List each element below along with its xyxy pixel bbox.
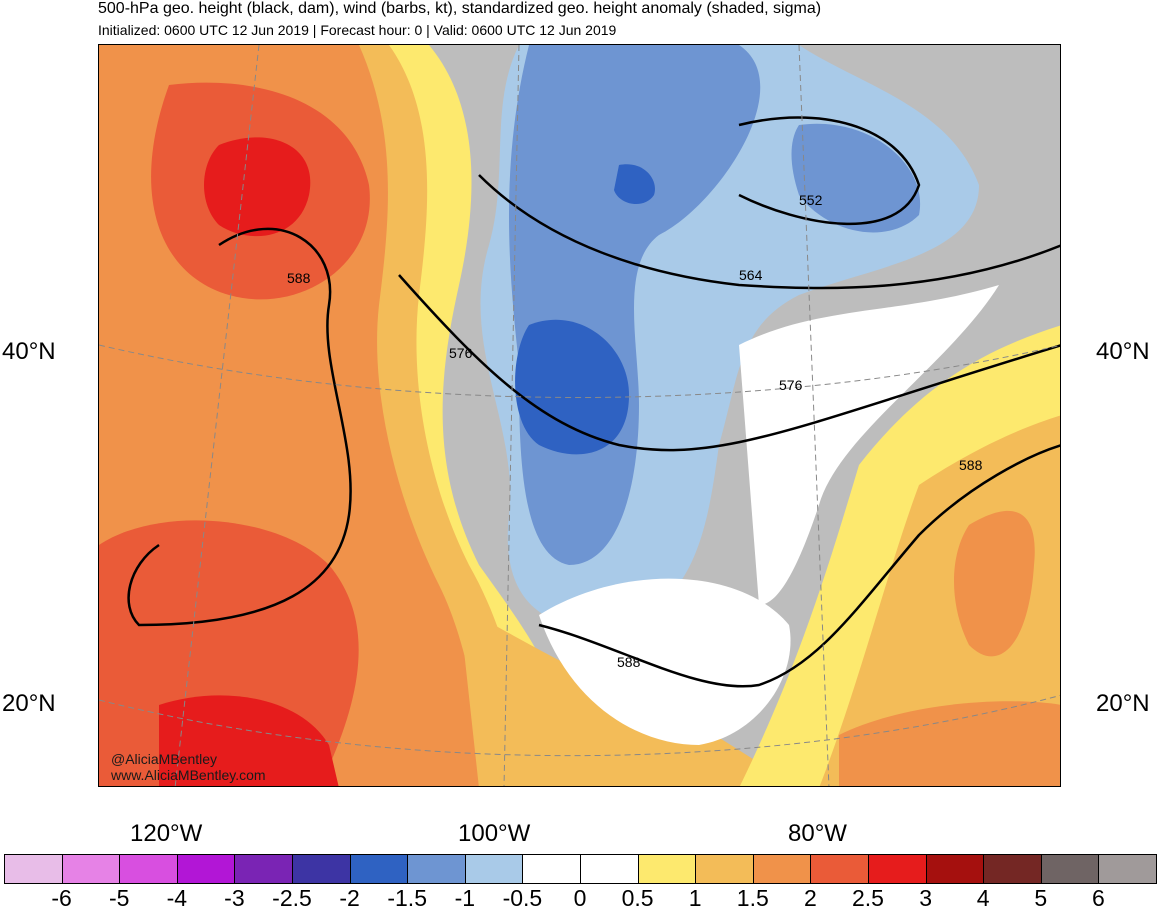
lon-label-120w: 120°W	[130, 820, 203, 847]
colorbar-box	[752, 854, 812, 884]
positive-anomaly-nw-peak	[204, 137, 311, 237]
negative-anomaly-strong	[515, 319, 629, 455]
contour-label-588-west: 588	[287, 270, 311, 286]
colorbar-box	[522, 854, 581, 884]
anomaly-map: 552 564 576 576 588 588 588	[99, 45, 1060, 786]
colorbar-box	[292, 854, 351, 884]
neutral-gulf	[539, 578, 791, 745]
colorbar-box	[407, 854, 466, 884]
chart-subtitle: Initialized: 0600 UTC 12 Jun 2019 | Fore…	[98, 22, 617, 38]
colorbar-box	[580, 854, 639, 884]
graticule-100W	[503, 45, 520, 786]
colorbar-box	[1098, 854, 1157, 884]
colorbar-tick-label: 2.5	[852, 885, 884, 911]
colorbar-tick-label: -2.5	[272, 885, 312, 911]
colorbar-tick-label: 1	[688, 885, 702, 911]
colorbar-box	[868, 854, 927, 884]
graticule-40N	[99, 344, 1060, 398]
contour-552	[738, 116, 921, 225]
colorbar-tick-label: -0.5	[502, 885, 543, 911]
colorbar-box	[349, 854, 409, 884]
contour-label-588-east: 588	[959, 457, 983, 473]
chart-title: 500-hPa geo. height (black, dam), wind (…	[98, 0, 822, 17]
graticule-80W	[798, 45, 830, 786]
colorbar-tick-label: 4	[976, 885, 990, 911]
colorbar-tick-label: -1.5	[387, 885, 427, 911]
colorbar-tick-label: 6	[1091, 885, 1105, 911]
contour-564	[478, 174, 1060, 290]
lat-label-20n-right: 20°N	[1096, 690, 1150, 717]
contour-label-576-west: 576	[449, 345, 473, 361]
colorbar	[4, 854, 1157, 884]
positive-anomaly-caribbean	[839, 701, 1060, 786]
colorbar-tick-label: 2	[803, 885, 817, 911]
positive-anomaly-east-mid	[954, 510, 1035, 657]
contour-576	[398, 274, 1060, 452]
colorbar-box	[695, 854, 754, 884]
colorbar-box	[637, 854, 697, 884]
contour-label-552: 552	[799, 192, 823, 208]
colorbar-tick-label: 0	[573, 885, 587, 911]
colorbar-box	[61, 854, 121, 884]
contour-label-576-east: 576	[779, 377, 803, 393]
colorbar-box	[810, 854, 869, 884]
neutral-atlantic	[739, 285, 999, 605]
credit-handle: @AliciaMBentley	[111, 751, 218, 767]
colorbar-box	[983, 854, 1042, 884]
positive-anomaly-east-low	[819, 415, 1060, 786]
colorbar-box	[4, 854, 63, 884]
colorbar-box	[176, 854, 236, 884]
lat-label-20n-left: 20°N	[2, 690, 56, 717]
colorbar-tick-label: 5	[1034, 885, 1048, 911]
contour-588-west	[127, 227, 352, 627]
negative-anomaly-ne	[791, 123, 921, 233]
credit-url: www.AliciaMBentley.com	[111, 767, 266, 783]
graticule-120W	[174, 45, 260, 786]
colorbar-box	[119, 854, 178, 884]
colorbar-tick-label: -1	[454, 885, 476, 911]
colorbar-tick-label: 1.5	[736, 885, 769, 911]
positive-anomaly-sw-peak	[159, 695, 339, 786]
graticule-20N	[99, 695, 1060, 757]
colorbar-tick-label: -2	[339, 885, 360, 911]
colorbar-box	[234, 854, 293, 884]
contour-label-588-gulf: 588	[617, 654, 641, 670]
contour-label-564: 564	[739, 267, 763, 283]
colorbar-tick-label: -6	[51, 885, 72, 911]
colorbar-tick-label: -4	[166, 885, 188, 911]
negative-anomaly-strong-north	[614, 164, 655, 205]
lat-label-40n-left: 40°N	[2, 338, 56, 365]
colorbar-tick-label: -3	[224, 885, 245, 911]
colorbar-box	[464, 854, 524, 884]
lon-label-100w: 100°W	[458, 820, 531, 847]
lat-label-40n-right: 40°N	[1096, 338, 1150, 365]
colorbar-tick-label: 3	[919, 885, 932, 911]
colorbar-tick-label: -5	[108, 885, 130, 911]
map-panel: 552 564 576 576 588 588 588 @AliciaMBent…	[98, 44, 1061, 787]
colorbar-tick-label: 0.5	[621, 885, 654, 911]
contour-588-east	[538, 444, 1060, 688]
colorbar-box	[1040, 854, 1100, 884]
lon-label-80w: 80°W	[788, 820, 847, 847]
colorbar-box	[925, 854, 985, 884]
